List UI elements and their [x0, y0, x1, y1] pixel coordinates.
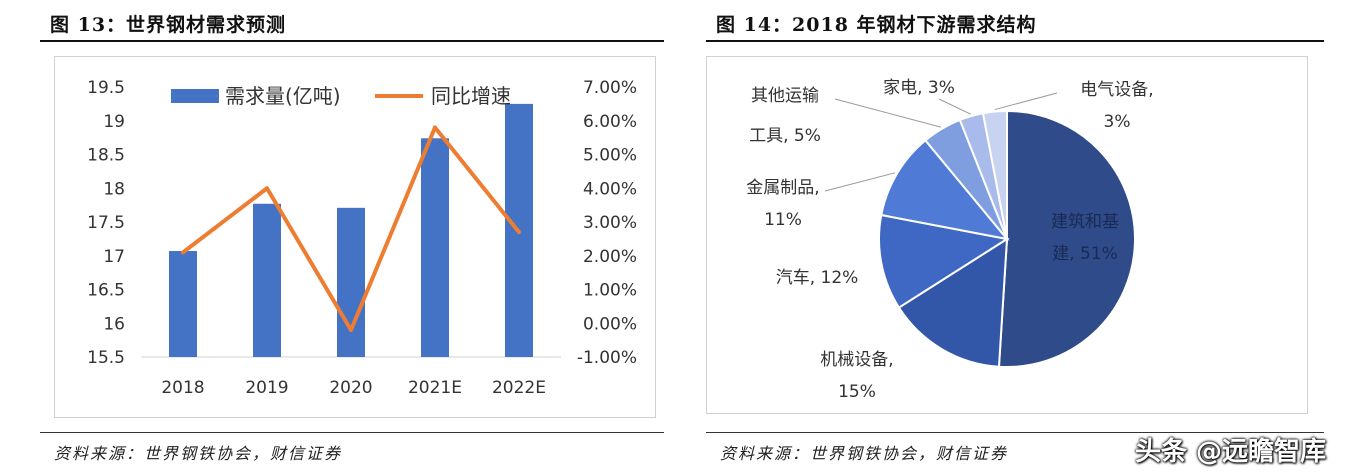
x-tick-label: 2020	[329, 378, 372, 398]
left-source-note: 资料来源：世界钢铁协会，财信证券	[54, 444, 343, 463]
pie-chart-frame: 建筑和基建, 51% 机械设备, 15% 汽车, 12% 金属制品, 11% 其他运输工具,…	[706, 56, 1308, 414]
growth-point	[181, 250, 185, 255]
pie-leader-line	[824, 172, 896, 192]
pie-slice-label: 汽车, 12%	[776, 268, 859, 288]
right-figure-title: 图 14：2018 年钢材下游需求结构	[716, 14, 1037, 36]
pie-leader-line	[938, 98, 971, 115]
y-left-tick-label: 17.5	[87, 213, 125, 233]
x-tick-label: 2022E	[492, 378, 546, 398]
y-left-tick-label: 19.5	[87, 78, 125, 98]
y-left-tick-label: 15.5	[87, 348, 125, 368]
y-right-tick-label: 6.00%	[583, 112, 637, 132]
y-right-tick-label: 3.00%	[583, 213, 637, 233]
y-left-tick-label: 16.5	[87, 281, 125, 301]
growth-point	[265, 186, 269, 191]
demand-bar	[421, 138, 449, 357]
pie-slice-label: 家电, 3%	[883, 78, 955, 98]
demand-bar	[253, 203, 281, 357]
y-right-tick-label: 5.00%	[583, 146, 637, 166]
y-right-tick-label: 7.00%	[583, 78, 637, 98]
demand-chart-frame: 15.5 16 16.5 17 17.5 18 18.5 19 19.5 -1.00% 0.00% 1…	[54, 56, 656, 418]
pie-slice	[981, 109, 1008, 240]
y-left-tick-label: 16	[103, 314, 125, 334]
growth-point	[517, 230, 521, 235]
demand-bar	[169, 251, 197, 357]
x-tick-label: 2021E	[408, 378, 462, 398]
y-left-tick-label: 18	[103, 179, 125, 199]
y-left-tick-label: 19	[103, 112, 125, 132]
y-right-tick-label: 1.00%	[583, 281, 637, 301]
right-title-rule	[706, 40, 1324, 42]
y-right-tick-label: 4.00%	[583, 179, 637, 199]
growth-point	[433, 125, 437, 130]
pie-slice-label: 金属制品, 11%	[746, 178, 819, 230]
right-source-note: 资料来源：世界钢铁协会，财信证券	[720, 444, 1009, 463]
x-tick-label: 2019	[245, 378, 288, 398]
pie-slice-label: 电气设备, 3%	[1080, 80, 1153, 132]
right-source-rule	[706, 432, 1324, 433]
pie-slice	[997, 109, 1136, 368]
pie-slice-label: 机械设备, 15%	[820, 350, 893, 402]
pie-leader-line	[834, 98, 941, 128]
growth-point	[349, 328, 353, 332]
pie-slice	[878, 213, 1010, 309]
legend-bar-label: 需求量(亿吨)	[225, 84, 341, 108]
y-left-tick-label: 17	[103, 247, 125, 267]
y-right-tick-label: -1.00%	[577, 348, 637, 368]
downstream-pie-chart: 建筑和基建, 51% 机械设备, 15% 汽车, 12% 金属制品, 11% 其他运输工具,…	[746, 78, 1153, 402]
pie-slice-label: 其他运输工具, 5%	[749, 86, 821, 146]
y-right-tick-label: 2.00%	[583, 247, 637, 267]
legend-bar-swatch	[171, 89, 219, 103]
watermark-text: 头条 @远瞻智库	[1134, 437, 1326, 467]
pie-slice-label: 建筑和基建, 51%	[1051, 212, 1119, 264]
legend-line-label: 同比增速	[431, 84, 511, 108]
pie-slice	[897, 237, 1009, 368]
left-title-rule	[40, 40, 664, 42]
demand-combo-chart: 15.5 16 16.5 17 17.5 18 18.5 19 19.5 -1.00% 0.00% 1…	[87, 78, 637, 398]
pie-slice	[880, 138, 1010, 241]
x-tick-label: 2018	[161, 378, 204, 398]
demand-bar	[337, 207, 365, 357]
pie-leader-line	[994, 92, 1058, 111]
left-source-rule	[40, 432, 664, 433]
left-figure-title: 图 13：世界钢材需求预测	[50, 14, 287, 36]
y-left-tick-label: 18.5	[87, 146, 125, 166]
y-right-tick-label: 0.00%	[583, 314, 637, 334]
